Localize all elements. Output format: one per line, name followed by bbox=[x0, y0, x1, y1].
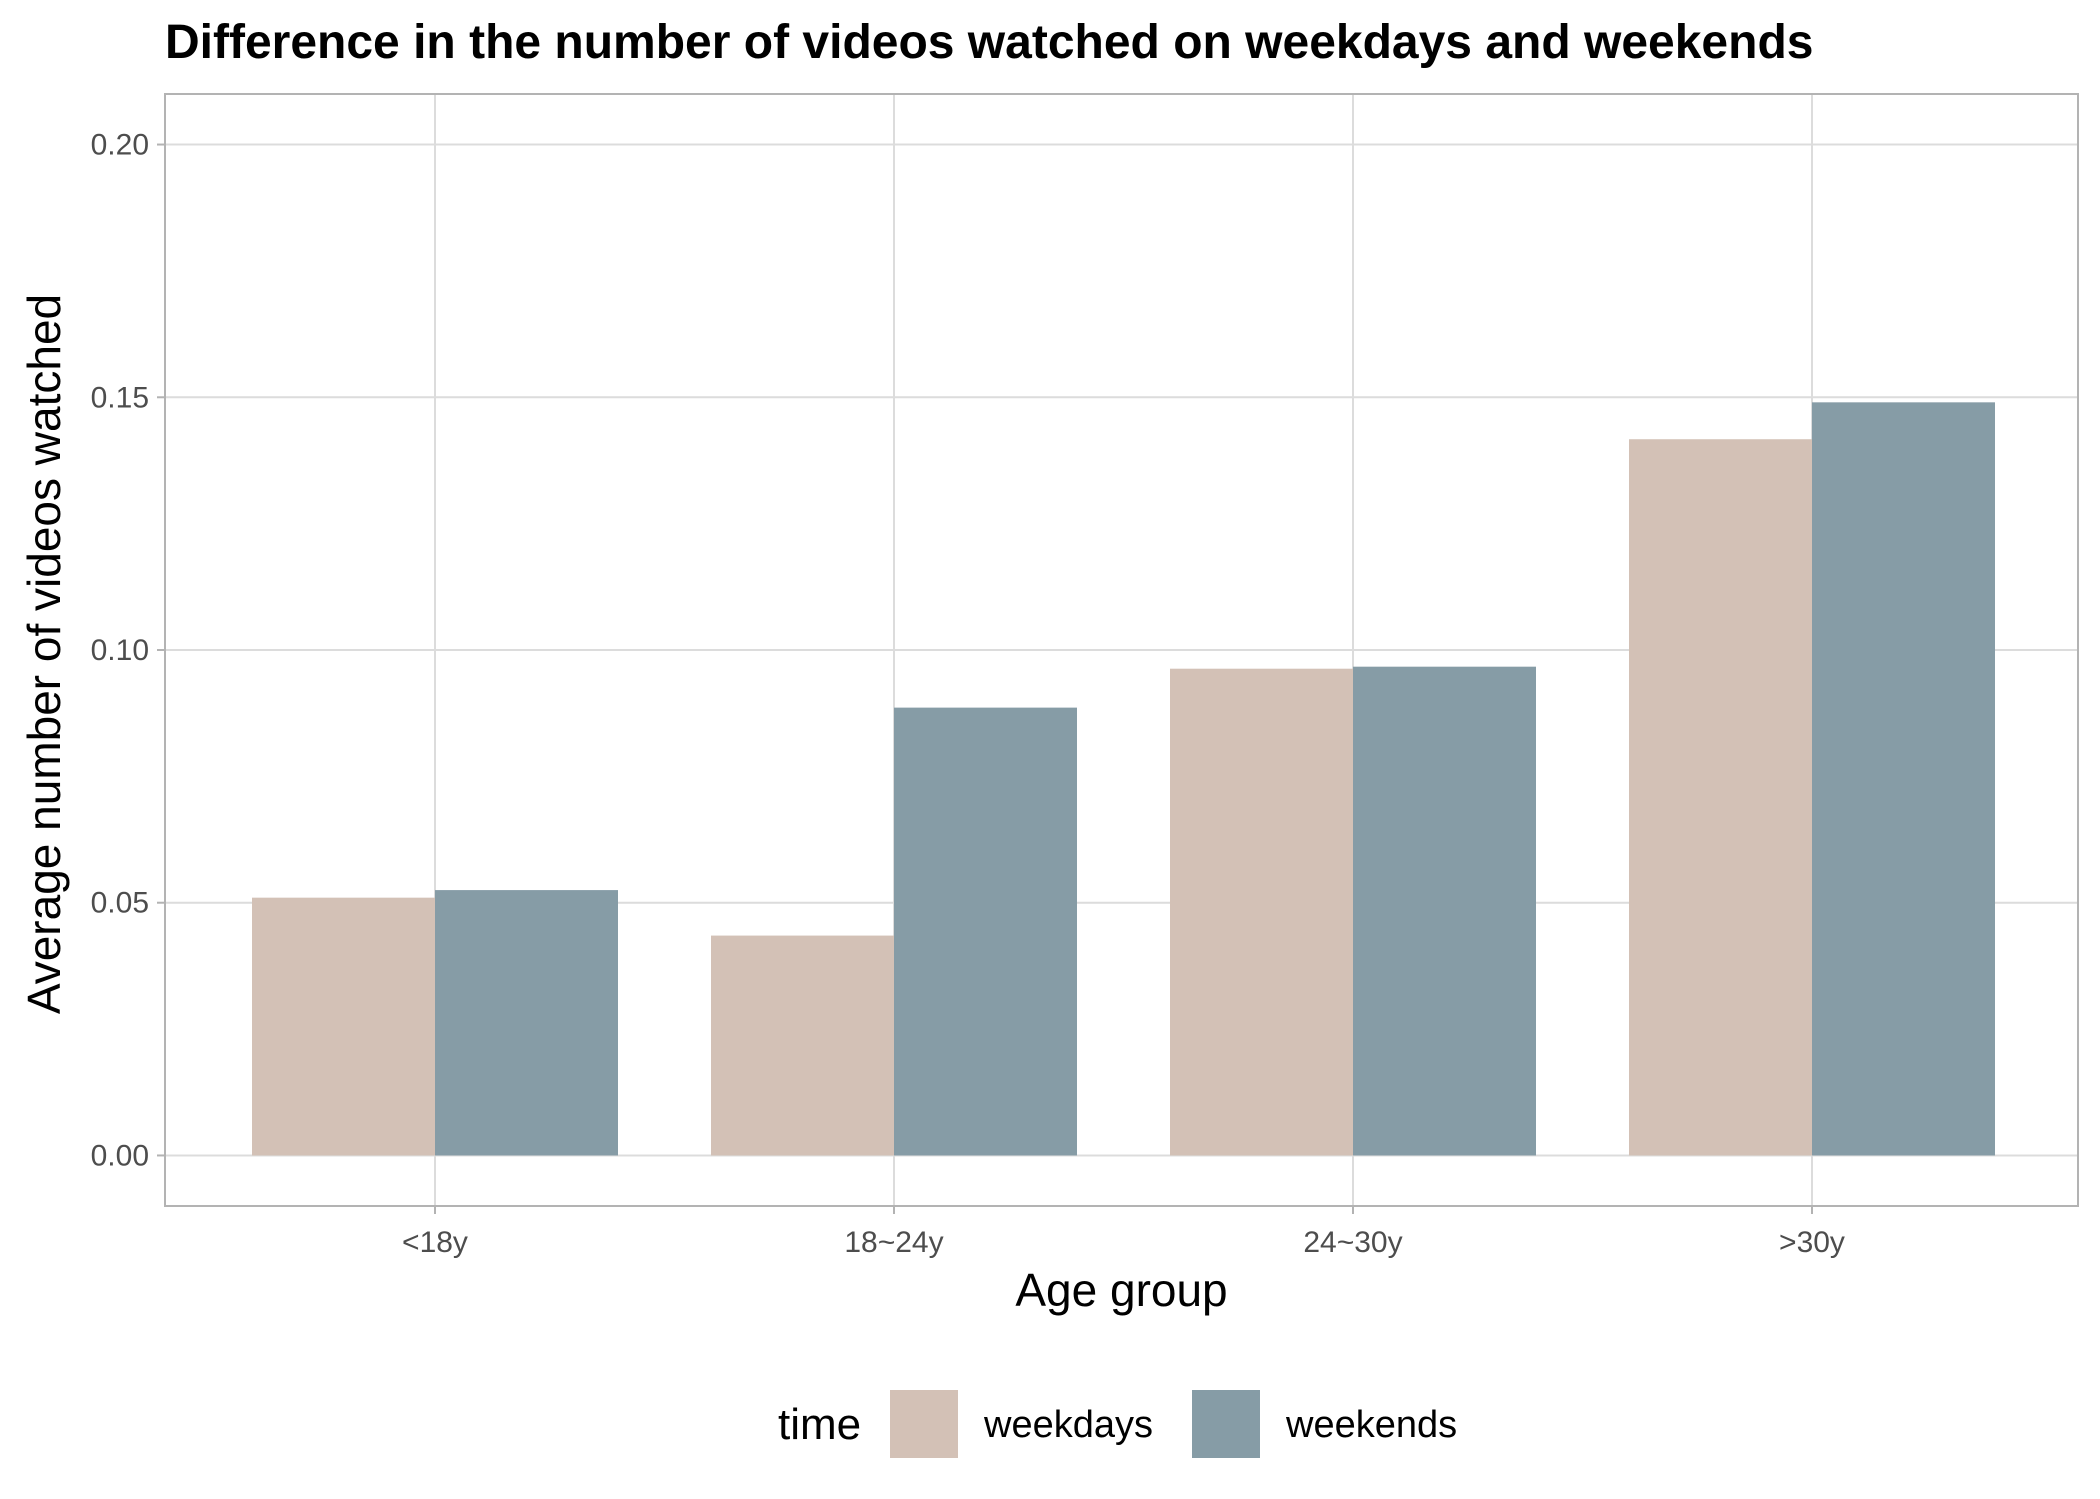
bar-weekdays bbox=[1170, 668, 1353, 1156]
legend-title: time bbox=[778, 1400, 861, 1449]
bar-weekdays bbox=[252, 897, 435, 1156]
chart-title: Difference in the number of videos watch… bbox=[165, 16, 1813, 69]
x-axis-title: Age group bbox=[1015, 1264, 1227, 1316]
y-tick-label: 0.05 bbox=[91, 887, 149, 920]
bars bbox=[252, 402, 1995, 1156]
bar-weekdays bbox=[1629, 439, 1812, 1156]
bar-weekdays bbox=[711, 935, 894, 1156]
bar-weekends bbox=[435, 890, 618, 1156]
x-tick-label: 18~24y bbox=[844, 1226, 943, 1259]
legend: time weekdays weekends bbox=[778, 1390, 1457, 1458]
bar-weekends bbox=[894, 707, 1077, 1156]
y-axis-title: Average number of videos watched bbox=[18, 294, 70, 1014]
legend-label-weekdays: weekdays bbox=[983, 1404, 1153, 1446]
y-tick-label: 0.20 bbox=[91, 129, 149, 162]
legend-label-weekends: weekends bbox=[1285, 1404, 1457, 1446]
axis-ticks: 0.00 0.05 0.10 0.15 0.20 <18y 18~24y 24~30y >30y bbox=[91, 129, 1845, 1259]
legend-key-weekdays bbox=[890, 1390, 958, 1458]
y-tick-label: 0.10 bbox=[91, 634, 149, 667]
y-tick-label: 0.15 bbox=[91, 381, 149, 414]
x-tick-label: <18y bbox=[402, 1226, 468, 1259]
y-tick-label: 0.00 bbox=[91, 1139, 149, 1172]
bar-weekends bbox=[1353, 666, 1536, 1156]
x-tick-label: 24~30y bbox=[1303, 1226, 1402, 1259]
legend-key-weekends bbox=[1192, 1390, 1260, 1458]
x-tick-label: >30y bbox=[1779, 1226, 1845, 1259]
bar-weekends bbox=[1812, 402, 1995, 1156]
